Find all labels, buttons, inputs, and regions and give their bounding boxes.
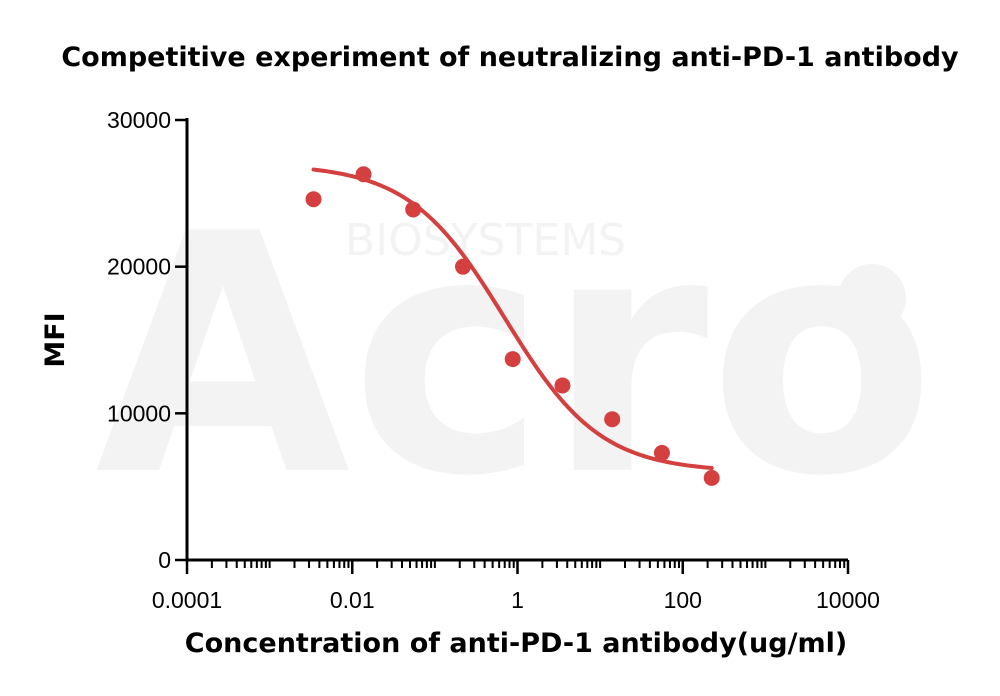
data-point <box>604 411 621 428</box>
x-axis-label: Concentration of anti-PD-1 antibody(ug/m… <box>185 628 847 659</box>
data-point <box>554 377 571 394</box>
data-point <box>455 258 472 275</box>
x-axis: 0.0001 0.01 1 100 10000 <box>152 558 880 613</box>
watermark-sub: BIOSYSTEMS <box>345 215 626 266</box>
y-axis: 0 10000 20000 30000 <box>107 107 189 573</box>
x-tick-label: 0.01 <box>330 587 375 613</box>
data-point <box>305 191 322 208</box>
y-tick-label: 20000 <box>107 254 171 280</box>
watermark-dot <box>838 264 906 332</box>
x-tick-label: 10000 <box>816 587 880 613</box>
y-tick-label: 30000 <box>107 107 171 133</box>
x-tick-label: 0.0001 <box>152 587 222 613</box>
fit-curve <box>311 167 714 470</box>
chart-title: Competitive experiment of neutralizing a… <box>61 42 959 73</box>
x-tick-label: 1 <box>511 587 524 613</box>
data-point <box>504 351 521 368</box>
data-point <box>653 444 670 461</box>
data-point <box>405 201 422 218</box>
y-tick-label: 0 <box>158 547 171 573</box>
data-point <box>703 469 720 486</box>
y-axis-label: MFI <box>40 312 71 367</box>
x-tick-label: 100 <box>664 587 702 613</box>
data-point <box>355 166 372 183</box>
plot-area <box>305 166 720 486</box>
y-tick-label: 10000 <box>107 400 171 426</box>
